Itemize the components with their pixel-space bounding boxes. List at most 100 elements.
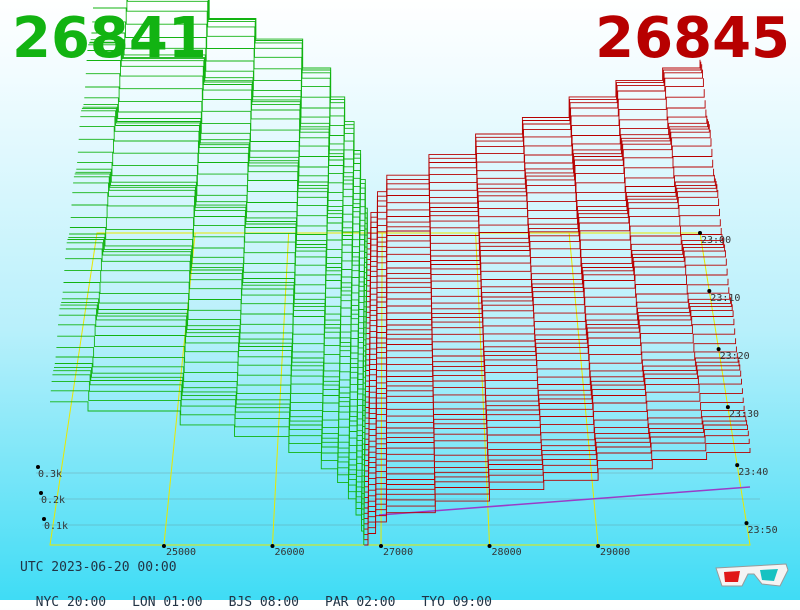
price-tick-dot bbox=[270, 544, 275, 548]
timezone-par: PAR 02:00 bbox=[325, 595, 396, 610]
depth-chart: 0.3k 0.2k 0.1k 25000 26000 27000 28000 29000 23:… bbox=[36, 0, 778, 558]
bid-depth-line bbox=[74, 173, 367, 382]
price-gridline bbox=[380, 232, 383, 546]
ask-depth-line bbox=[364, 448, 751, 546]
ask-depth-line bbox=[367, 59, 701, 234]
bid-depth-series bbox=[50, 0, 368, 545]
depth-tick-label: 0.1k bbox=[44, 521, 68, 532]
bid-depth-line bbox=[80, 116, 367, 345]
bid-depth-line bbox=[64, 270, 366, 450]
3d-glasses-icon[interactable] bbox=[712, 560, 792, 592]
bid-depth-line bbox=[72, 192, 366, 397]
bid-depth-line bbox=[68, 236, 366, 424]
price-tick-dot bbox=[596, 544, 601, 548]
price-gridline bbox=[271, 232, 290, 546]
depth-tick-dot bbox=[36, 465, 40, 469]
bid-depth-line bbox=[61, 298, 366, 466]
timezone-bjs: BJS 08:00 bbox=[228, 595, 300, 610]
price-tick-label: 27000 bbox=[383, 547, 413, 558]
bid-depth-line bbox=[66, 242, 366, 434]
bid-depth-line bbox=[54, 363, 365, 514]
bid-depth-line bbox=[208, 0, 368, 233]
time-tick-dot bbox=[716, 347, 721, 352]
ask-depth-line bbox=[366, 168, 715, 319]
bid-depth-line bbox=[60, 304, 365, 477]
base-line bbox=[378, 486, 751, 516]
ask-depth-line bbox=[367, 78, 704, 255]
price-tick-dot bbox=[487, 544, 492, 548]
bid-depth-line bbox=[87, 50, 368, 297]
bid-depth-line bbox=[57, 335, 365, 498]
depth-tick-label: 0.3k bbox=[38, 469, 62, 480]
bid-depth-line bbox=[70, 216, 366, 408]
bid-depth-line bbox=[208, 0, 368, 239]
time-tick-dot bbox=[707, 289, 712, 294]
price-tick-dot bbox=[161, 544, 166, 548]
bid-depth-line bbox=[127, 0, 368, 249]
time-tick-label: 23:10 bbox=[710, 293, 740, 304]
ask-depth-line bbox=[364, 424, 748, 530]
bid-depth-line bbox=[77, 162, 367, 366]
chart-grid bbox=[36, 232, 760, 546]
ask-depth-line bbox=[364, 378, 742, 493]
bid-depth-line bbox=[67, 239, 366, 429]
bid-depth-line bbox=[88, 44, 368, 292]
bid-depth-line bbox=[53, 370, 365, 524]
time-tick-label: 23:00 bbox=[701, 235, 731, 246]
utc-time: UTC 2023-06-20 00:00 bbox=[20, 560, 177, 575]
price-tick-label: 28000 bbox=[492, 547, 522, 558]
ask-depth-line bbox=[364, 411, 746, 514]
bid-depth-line bbox=[79, 126, 367, 350]
bid-depth-line bbox=[62, 291, 366, 461]
ask-depth-line bbox=[365, 268, 728, 403]
price-tick-label: 25000 bbox=[166, 547, 196, 558]
bid-depth-line bbox=[92, 21, 368, 265]
depth-tick-dot bbox=[42, 517, 46, 521]
bid-depth-line bbox=[89, 41, 368, 281]
bid-depth-line bbox=[89, 42, 368, 286]
bid-depth-line bbox=[75, 171, 367, 376]
time-tick-label: 23:20 bbox=[720, 351, 750, 362]
bid-depth-line bbox=[73, 176, 366, 387]
bid-depth-line bbox=[69, 233, 366, 419]
bid-depth-line bbox=[55, 356, 365, 508]
bid-depth-line bbox=[69, 227, 366, 413]
ask-depth-series bbox=[364, 59, 751, 546]
ask-depth-line bbox=[366, 237, 724, 377]
bid-depth-line bbox=[85, 73, 367, 307]
bid-depth-line bbox=[81, 110, 367, 339]
timezone-lon: LON 01:00 bbox=[132, 595, 203, 610]
bid-depth-line bbox=[58, 324, 365, 493]
depth-tick-dot bbox=[39, 491, 43, 495]
ask-depth-line bbox=[365, 328, 736, 451]
time-tick-label: 23:40 bbox=[738, 467, 768, 478]
bid-depth-line bbox=[63, 282, 366, 456]
time-tick-label: 23:30 bbox=[729, 409, 759, 420]
price-gridline bbox=[475, 232, 491, 546]
ask-depth-line bbox=[364, 364, 741, 482]
bid-depth-line bbox=[126, 0, 368, 255]
bid-depth-line bbox=[81, 107, 367, 334]
bid-depth-line bbox=[90, 39, 368, 276]
time-tick-dot bbox=[735, 463, 740, 468]
bid-depth-line bbox=[76, 168, 367, 371]
bid-depth-line bbox=[73, 182, 366, 392]
bid-depth-line bbox=[207, 0, 368, 244]
bid-depth-line bbox=[61, 301, 366, 471]
bid-depth-line bbox=[65, 248, 366, 440]
bid-depth-line bbox=[83, 103, 367, 323]
bid-depth-line bbox=[58, 314, 365, 487]
time-tick-dot bbox=[744, 521, 749, 526]
ask-depth-line bbox=[364, 405, 745, 509]
bid-depth-line bbox=[52, 374, 365, 530]
bid-depth-line bbox=[93, 7, 368, 260]
bid-depth-line bbox=[77, 151, 367, 360]
ask-price: 26845 bbox=[595, 6, 790, 71]
bid-depth-line bbox=[78, 138, 367, 355]
time-tick-dot bbox=[698, 231, 702, 235]
time-tick-dot bbox=[725, 405, 730, 410]
bid-depth-line bbox=[51, 380, 365, 535]
price-tick-label: 29000 bbox=[600, 547, 630, 558]
ask-depth-line bbox=[364, 430, 749, 535]
bid-depth-line bbox=[50, 390, 365, 540]
